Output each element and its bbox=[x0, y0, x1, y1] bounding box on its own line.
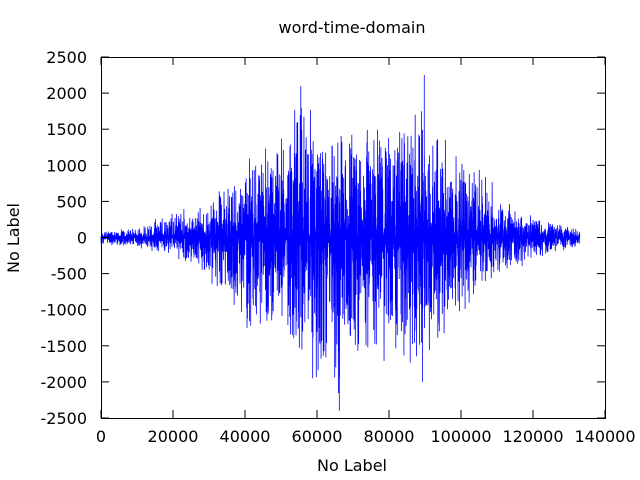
waveform-series bbox=[100, 75, 581, 411]
x-tick-label: 40000 bbox=[220, 427, 271, 446]
chart-title: word-time-domain bbox=[279, 18, 426, 37]
y-tick-label: 500 bbox=[56, 192, 87, 211]
y-tick-label: -2000 bbox=[41, 373, 88, 392]
y-tick-label: 0 bbox=[77, 229, 87, 248]
waveform-line bbox=[100, 75, 581, 411]
y-tick-label: 1000 bbox=[46, 156, 87, 175]
y-axis-label: No Label bbox=[4, 203, 23, 273]
x-axis: 0 20000 40000 60000 80000 100000 120000 140000 bbox=[96, 57, 636, 446]
y-tick-label: -1500 bbox=[41, 337, 88, 356]
y-tick-label: 1500 bbox=[46, 120, 87, 139]
x-axis-label: No Label bbox=[317, 456, 387, 475]
x-tick-label: 140000 bbox=[574, 427, 635, 446]
y-tick-label: -500 bbox=[51, 265, 87, 284]
x-tick-label: 100000 bbox=[430, 427, 491, 446]
y-tick-label: -1000 bbox=[41, 301, 88, 320]
x-tick-label: 80000 bbox=[364, 427, 415, 446]
y-tick-label: 2500 bbox=[46, 48, 87, 67]
y-tick-label: 2000 bbox=[46, 84, 87, 103]
y-tick-label: -2500 bbox=[41, 409, 88, 428]
x-tick-label: 0 bbox=[96, 427, 106, 446]
x-tick-label: 20000 bbox=[148, 427, 199, 446]
y-axis: -2500 -2000 -1500 -1000 -500 0 500 1000 1500 2000… bbox=[41, 48, 605, 428]
x-tick-label: 120000 bbox=[502, 427, 563, 446]
x-tick-label: 60000 bbox=[292, 427, 343, 446]
